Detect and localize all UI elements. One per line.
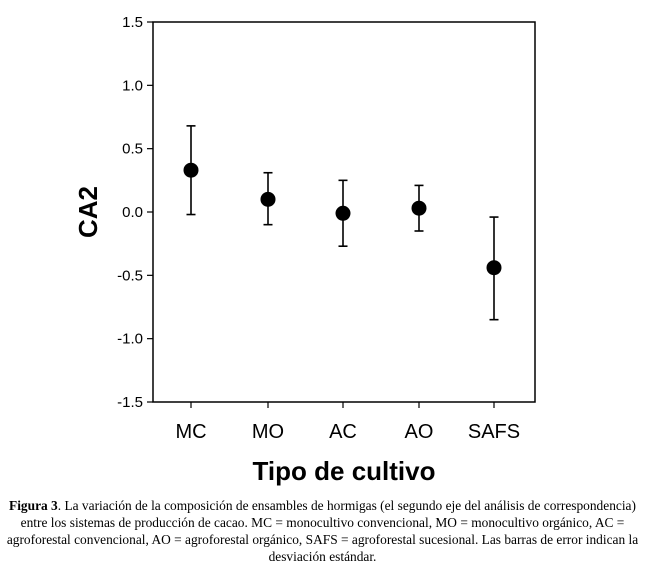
y-axis-title: CA2 bbox=[73, 186, 103, 238]
caption-text: . La variación de la composición de ensa… bbox=[6, 498, 639, 564]
data-point bbox=[183, 162, 199, 178]
data-point bbox=[335, 205, 351, 221]
y-tick-label: 0.5 bbox=[122, 141, 143, 158]
data-point bbox=[411, 200, 427, 216]
x-tick-label: AC bbox=[329, 421, 357, 443]
data-marks bbox=[183, 125, 502, 321]
x-tick-label: MO bbox=[252, 421, 284, 443]
figure-caption: Figura 3. La variación de la composición… bbox=[4, 497, 641, 565]
y-tick-label: -0.5 bbox=[117, 267, 143, 284]
x-axis: MC MO AC AO SAFS bbox=[175, 402, 520, 443]
y-tick-label: -1.0 bbox=[117, 331, 143, 348]
x-tick-label: AO bbox=[405, 421, 434, 443]
y-tick-label: -1.5 bbox=[117, 394, 143, 411]
x-axis-title: Tipo de cultivo bbox=[253, 456, 436, 486]
y-tick-label: 1.0 bbox=[122, 77, 143, 94]
y-tick-label: 0.0 bbox=[122, 204, 143, 221]
chart: -1.5 -1.0 -0.5 0.0 0.5 1.0 1.5 MC MO AC AO SAFS CA… bbox=[73, 14, 536, 486]
y-axis: -1.5 -1.0 -0.5 0.0 0.5 1.0 1.5 bbox=[117, 14, 153, 411]
data-point bbox=[260, 191, 276, 207]
x-tick-label: MC bbox=[175, 421, 206, 443]
x-tick-label: SAFS bbox=[468, 421, 520, 443]
y-tick-label: 1.5 bbox=[122, 14, 143, 31]
caption-label: Figura 3 bbox=[9, 498, 58, 513]
data-point bbox=[486, 260, 502, 276]
